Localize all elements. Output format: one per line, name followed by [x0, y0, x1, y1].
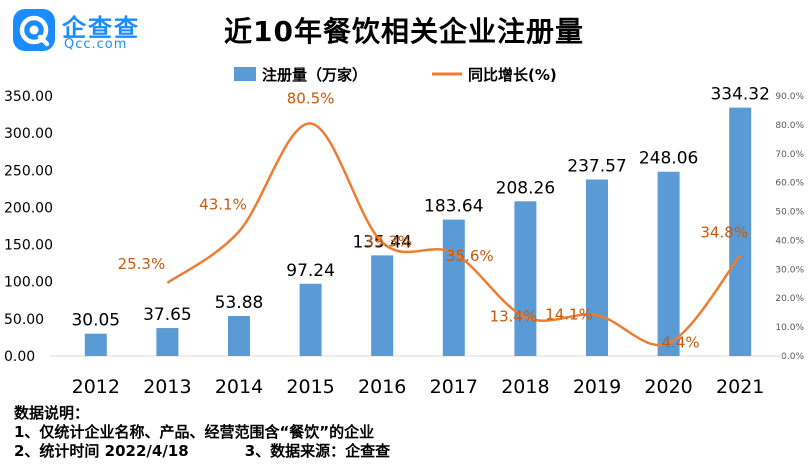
bar [657, 171, 680, 356]
y-right-tick-label: 50.0% [775, 208, 804, 218]
notes-line-2a: 2、统计时间 2022/4/18 [14, 442, 189, 460]
legend-bar-label: 注册量（万家） [262, 66, 367, 84]
bar [729, 107, 752, 356]
x-tick-label: 2020 [644, 376, 692, 398]
line-value-label: 35.6% [446, 247, 494, 265]
y-right-tick-label: 90.0% [775, 92, 804, 102]
x-tick-label: 2019 [573, 376, 621, 398]
bar-value-label: 53.88 [215, 293, 264, 313]
x-tick-label: 2013 [143, 376, 191, 398]
notes-line-2b: 3、数据来源：企查查 [244, 442, 391, 460]
legend-bar-swatch [234, 67, 256, 81]
y-right-tick-label: 70.0% [775, 150, 804, 160]
y-left-tick-label: 100.00 [4, 275, 53, 291]
line-value-label: 80.5% [287, 89, 335, 107]
logo-domain: Qcc.com [64, 37, 128, 52]
y-left-tick-label: 50.00 [4, 312, 44, 328]
bar [299, 283, 322, 356]
notes-line-1: 1、仅统计企业名称、产品、经营范围含“餐饮”的企业 [14, 423, 375, 441]
bar-value-label: 183.64 [424, 197, 483, 217]
line-value-label: 4.4% [662, 333, 700, 351]
line-value-label: 13.4% [490, 307, 538, 325]
qcc-logo: 企查查 Qcc.com [12, 6, 152, 56]
qcc-logo-icon [13, 9, 55, 51]
line-value-label: 14.1% [545, 305, 593, 323]
line-value-label: 43.1% [199, 195, 247, 213]
line-value-label: 34.8% [700, 223, 748, 241]
y-left-tick-label: 200.00 [4, 200, 53, 216]
x-tick-label: 2015 [286, 376, 334, 398]
y-right-tick-label: 40.0% [775, 236, 804, 246]
bar-value-label: 334.32 [710, 85, 769, 105]
y-right-tick-label: 80.0% [775, 121, 804, 131]
growth-line [166, 122, 742, 347]
y-left-tick-label: 0.00 [4, 349, 35, 365]
x-tick-label: 2021 [716, 376, 764, 398]
y-left-tick-label: 350.00 [4, 89, 53, 105]
legend-line-label: 同比增长(%) [468, 66, 557, 84]
y-right-tick-label: 10.0% [775, 323, 804, 333]
x-tick-label: 2017 [430, 376, 478, 398]
logo-brand: 企查查 [62, 14, 140, 42]
x-tick-label: 2016 [358, 376, 406, 398]
chart-title: 近10年餐饮相关企业注册量 [224, 15, 584, 48]
bar [228, 315, 250, 356]
bar-value-label: 237.57 [567, 157, 626, 177]
y-right-tick-label: 0.0% [781, 352, 804, 362]
bar [156, 328, 179, 356]
y-left-tick-label: 150.00 [4, 238, 53, 254]
bar-value-label: 208.26 [496, 178, 555, 198]
y-right-tick-label: 20.0% [775, 294, 804, 304]
bar-value-label: 37.65 [143, 305, 192, 325]
bar-value-label: 248.06 [639, 149, 698, 169]
bar [371, 255, 394, 356]
x-tick-label: 2012 [72, 376, 120, 398]
bar-value-label: 97.24 [286, 261, 335, 281]
y-right-tick-label: 30.0% [775, 265, 804, 275]
bar [84, 333, 107, 356]
bar-value-label: 30.05 [71, 311, 120, 331]
y-left-tick-label: 250.00 [4, 163, 53, 179]
y-left-tick-label: 300.00 [4, 126, 53, 142]
data-notes: 数据说明： 1、仅统计企业名称、产品、经营范围含“餐饮”的企业 2、统计时间 2… [14, 404, 390, 461]
x-tick-label: 2018 [501, 376, 549, 398]
bar [514, 201, 537, 356]
line-value-label: 25.3% [118, 255, 166, 273]
y-right-tick-label: 60.0% [775, 179, 804, 189]
bar [586, 179, 608, 356]
bar [442, 219, 465, 356]
notes-heading: 数据说明： [14, 404, 90, 422]
x-tick-label: 2014 [215, 376, 263, 398]
line-value-label: 39.3% [364, 232, 412, 250]
